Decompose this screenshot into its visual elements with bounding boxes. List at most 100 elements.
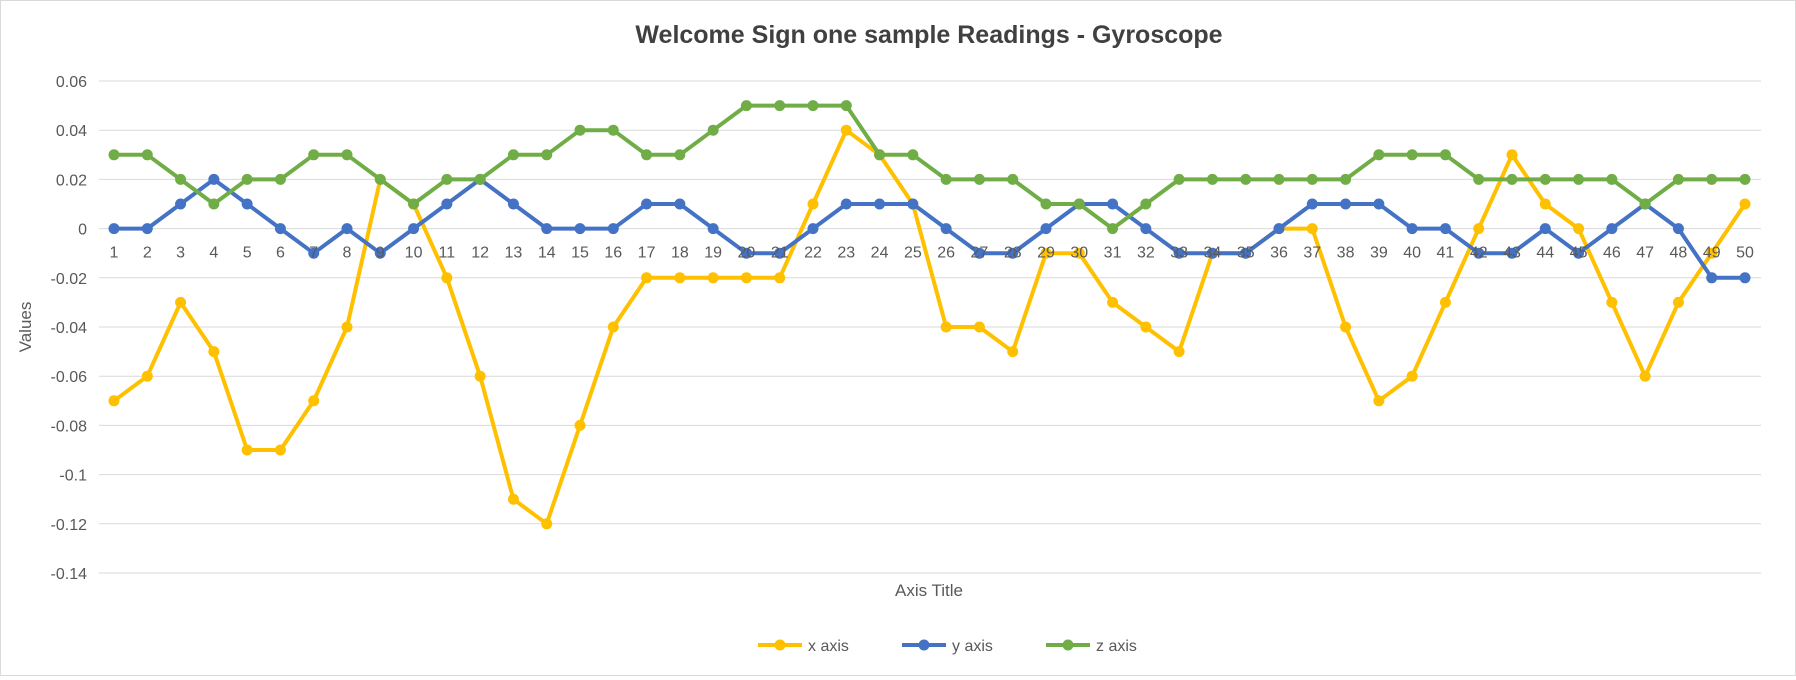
data-point: [1240, 247, 1252, 259]
x-tick-label: 20: [738, 245, 756, 262]
data-point: [1007, 173, 1019, 185]
x-tick-label: 4: [209, 245, 218, 262]
data-point: [208, 173, 220, 185]
data-point: [274, 173, 286, 185]
data-point: [840, 100, 852, 112]
data-point: [1539, 173, 1551, 185]
x-tick-label: 46: [1603, 245, 1621, 262]
data-point: [840, 198, 852, 210]
x-tick-label: 44: [1536, 245, 1554, 262]
x-tick-label: 26: [937, 245, 955, 262]
data-point: [940, 173, 952, 185]
legend-label: y axis: [952, 638, 993, 655]
x-axis-title: Axis Title: [895, 581, 963, 600]
data-point: [1240, 173, 1252, 185]
x-tick-label: 3: [176, 245, 185, 262]
data-point: [1706, 272, 1718, 284]
data-point: [1040, 223, 1052, 235]
data-point: [1306, 223, 1318, 235]
data-point: [1306, 173, 1318, 185]
data-point: [1506, 173, 1518, 185]
x-tick-label: 21: [771, 245, 789, 262]
series-y-axis: [108, 173, 1751, 284]
data-point: [607, 223, 619, 235]
x-tick-label: 30: [1070, 245, 1088, 262]
data-point: [1639, 198, 1651, 210]
x-tick-label: 12: [471, 245, 489, 262]
data-point: [507, 198, 519, 210]
data-point: [141, 223, 153, 235]
data-point: [1140, 223, 1152, 235]
data-point: [1373, 149, 1385, 161]
data-point: [707, 223, 719, 235]
data-point: [1373, 395, 1385, 407]
data-point: [1639, 370, 1651, 382]
data-point: [1606, 173, 1618, 185]
data-point: [308, 149, 320, 161]
data-point: [1340, 198, 1352, 210]
data-point: [1040, 198, 1052, 210]
data-point: [674, 272, 686, 284]
data-point: [740, 247, 752, 259]
data-point: [1672, 223, 1684, 235]
data-point: [1273, 173, 1285, 185]
data-point: [641, 272, 653, 284]
data-point: [175, 296, 187, 308]
x-tick-label: 39: [1370, 245, 1388, 262]
data-point: [1539, 223, 1551, 235]
x-tick-label: 43: [1503, 245, 1521, 262]
data-point: [1040, 247, 1052, 259]
data-point: [1672, 296, 1684, 308]
data-point: [1439, 149, 1451, 161]
data-point: [507, 493, 519, 505]
data-point: [341, 223, 353, 235]
data-point: [374, 247, 386, 259]
x-tick-label: 33: [1170, 245, 1188, 262]
data-point: [1206, 173, 1218, 185]
legend-item-z-axis: z axis: [1046, 638, 1137, 655]
x-tick-label: 42: [1470, 245, 1488, 262]
x-tick-label: 17: [638, 245, 656, 262]
data-point: [1173, 346, 1185, 358]
data-point: [341, 149, 353, 161]
data-point: [1606, 223, 1618, 235]
data-point: [607, 124, 619, 136]
data-point: [1606, 296, 1618, 308]
data-point: [408, 198, 420, 210]
data-point: [341, 321, 353, 333]
x-tick-label: 11: [439, 245, 456, 262]
x-tick-label: 27: [971, 245, 989, 262]
data-point: [1439, 296, 1451, 308]
data-point: [907, 149, 919, 161]
x-tick-label: 47: [1636, 245, 1654, 262]
data-point: [241, 173, 253, 185]
data-point: [1506, 247, 1518, 259]
data-point: [674, 149, 686, 161]
data-point: [1107, 223, 1119, 235]
x-tick-label: 28: [1004, 245, 1022, 262]
data-point: [807, 100, 819, 112]
data-point: [1173, 173, 1185, 185]
data-point: [940, 321, 952, 333]
x-tick-label: 22: [804, 245, 822, 262]
legend-swatch-marker: [774, 639, 786, 651]
legend-label: z axis: [1096, 638, 1137, 655]
x-tick-label: 6: [276, 245, 285, 262]
data-point: [241, 198, 253, 210]
data-point: [108, 395, 120, 407]
data-point: [441, 198, 453, 210]
y-tick-label: -0.08: [51, 418, 88, 435]
data-point: [1739, 272, 1751, 284]
data-point: [208, 346, 220, 358]
x-tick-label: 41: [1437, 245, 1455, 262]
data-point: [474, 173, 486, 185]
data-point: [1340, 321, 1352, 333]
x-tick-label: 34: [1204, 245, 1222, 262]
x-tick-label: 18: [671, 245, 689, 262]
data-point: [541, 518, 553, 530]
data-point: [740, 272, 752, 284]
data-point: [973, 173, 985, 185]
data-point: [807, 223, 819, 235]
data-point: [241, 444, 253, 456]
data-point: [1140, 321, 1152, 333]
